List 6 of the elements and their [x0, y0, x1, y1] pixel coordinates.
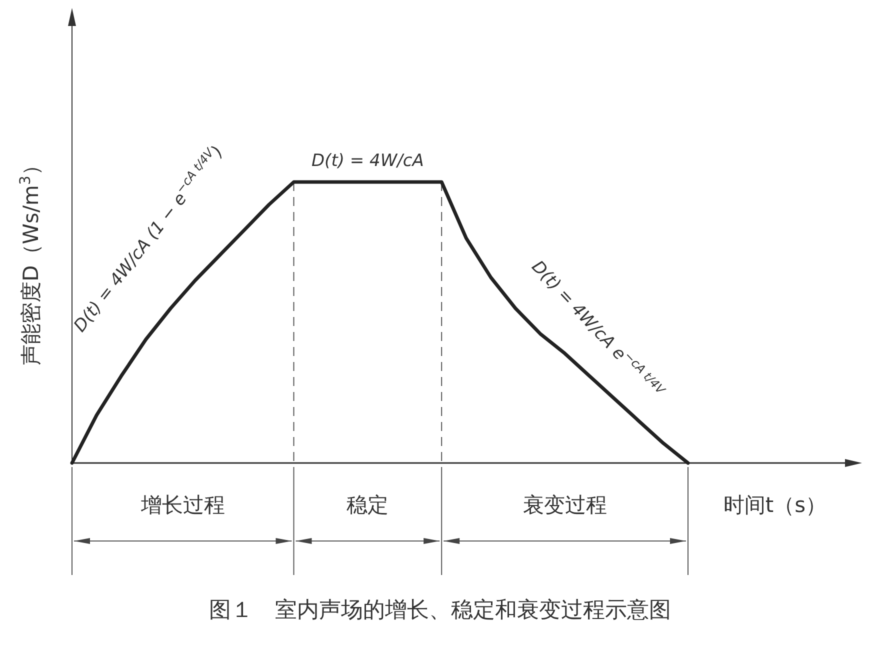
annotation: D(t) = 4W/cA	[311, 151, 424, 171]
x-axis-title: 时间t（s）	[723, 493, 827, 517]
text: 图１ 室内声场的增长、稳定和衰变过程示意图	[209, 598, 671, 623]
annotation: 稳定	[346, 493, 389, 517]
annotation: 衰变过程	[522, 493, 607, 517]
annotation: 增长过程	[140, 493, 225, 517]
